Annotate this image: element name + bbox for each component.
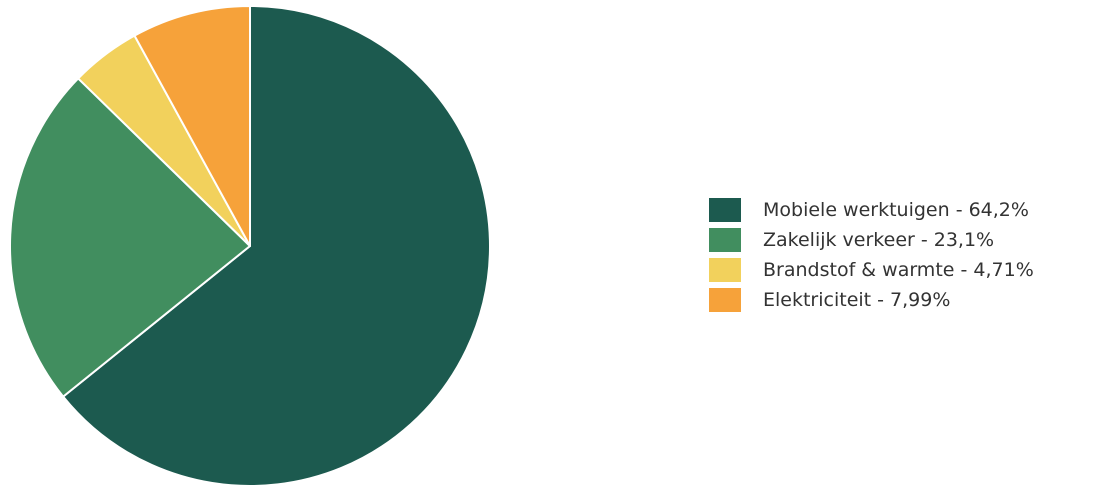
legend-item-mobiele-werktuigen: Mobiele werktuigen - 64,2% [709, 195, 1034, 225]
legend-label-zakelijk-verkeer: Zakelijk verkeer - 23,1% [763, 229, 995, 251]
pie-slice-zakelijk-verkeer [9, 77, 251, 398]
legend-swatch-zakelijk-verkeer [709, 228, 741, 252]
legend-item-brandstof-warmte: Brandstof & warmte - 4,71% [709, 255, 1034, 285]
legend-label-brandstof-warmte: Brandstof & warmte - 4,71% [763, 259, 1034, 281]
legend-swatch-mobiele-werktuigen [709, 198, 741, 222]
legend-label-elektriciteit: Elektriciteit - 7,99% [763, 289, 951, 311]
legend-swatch-elektriciteit [709, 288, 741, 312]
legend: Mobiele werktuigen - 64,2% Zakelijk verk… [709, 195, 1034, 315]
pie-slice-mobiele-werktuigen [62, 5, 491, 486]
pie-chart [9, 5, 491, 486]
legend-label-mobiele-werktuigen: Mobiele werktuigen - 64,2% [763, 199, 1029, 221]
legend-item-elektriciteit: Elektriciteit - 7,99% [709, 285, 1034, 315]
legend-swatch-brandstof-warmte [709, 258, 741, 282]
legend-item-zakelijk-verkeer: Zakelijk verkeer - 23,1% [709, 225, 1034, 255]
pie-slice-elektriciteit [133, 5, 251, 247]
